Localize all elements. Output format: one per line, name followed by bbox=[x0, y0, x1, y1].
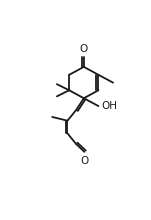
Text: O: O bbox=[80, 44, 88, 54]
Text: O: O bbox=[80, 156, 88, 166]
Text: OH: OH bbox=[101, 101, 117, 111]
